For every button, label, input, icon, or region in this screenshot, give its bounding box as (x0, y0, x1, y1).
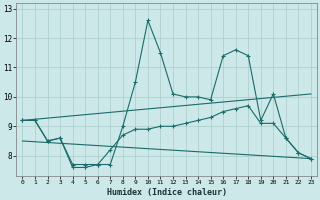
X-axis label: Humidex (Indice chaleur): Humidex (Indice chaleur) (107, 188, 227, 197)
